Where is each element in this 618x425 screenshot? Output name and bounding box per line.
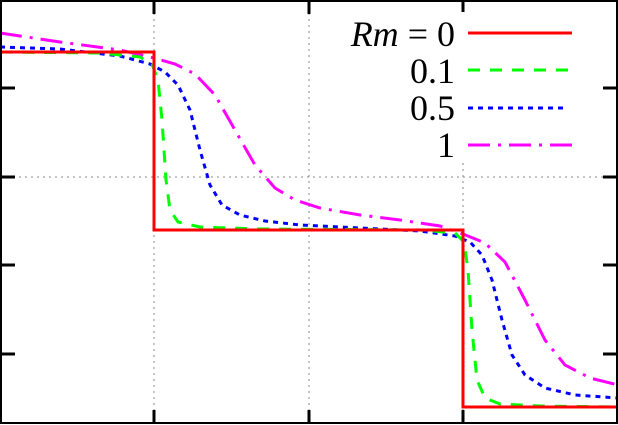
legend-samples (468, 31, 573, 147)
legend-value: 0.1 (410, 51, 455, 91)
legend-rm-symbol: Rm (350, 14, 399, 54)
series-rm-1 (0, 31, 618, 387)
legend-background (330, 12, 602, 162)
legend-value: 0.5 (410, 88, 455, 128)
legend-value: 1 (437, 125, 455, 165)
legend-label-rm-0: Rm = 0 (315, 14, 455, 54)
series-rm-0 (0, 50, 618, 409)
legend-label-rm-0.5: 0.5 (315, 88, 455, 128)
series-rm-0.5 (0, 45, 618, 400)
legend-label-rm-1: 1 (315, 125, 455, 165)
legend-value: 0 (437, 14, 455, 54)
legend-equals: = (398, 14, 437, 54)
legend-label-rm-0.1: 0.1 (315, 51, 455, 91)
